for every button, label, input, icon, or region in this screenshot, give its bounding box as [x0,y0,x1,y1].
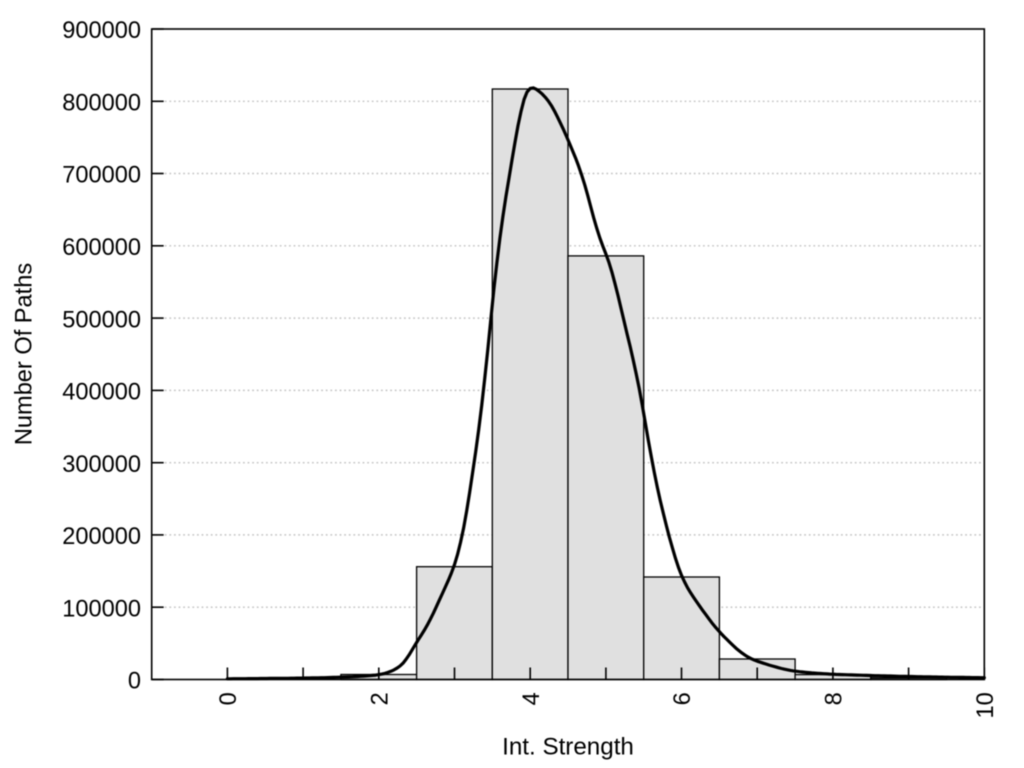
svg-text:2: 2 [367,692,393,705]
svg-text:900000: 900000 [62,18,141,44]
svg-text:Int. Strength: Int. Strength [502,734,634,761]
svg-text:700000: 700000 [62,163,141,189]
svg-text:200000: 200000 [62,524,141,550]
svg-text:6: 6 [670,692,696,705]
svg-text:0: 0 [216,692,242,705]
svg-text:Number Of Paths: Number Of Paths [12,263,38,445]
svg-text:300000: 300000 [62,452,141,478]
svg-text:600000: 600000 [62,235,141,261]
svg-text:4: 4 [519,692,545,705]
svg-text:500000: 500000 [62,307,141,333]
svg-text:400000: 400000 [62,380,141,406]
svg-text:8: 8 [822,692,848,705]
svg-text:100000: 100000 [62,596,141,622]
svg-text:10: 10 [973,692,999,718]
svg-text:800000: 800000 [62,91,141,117]
svg-text:0: 0 [128,669,141,695]
